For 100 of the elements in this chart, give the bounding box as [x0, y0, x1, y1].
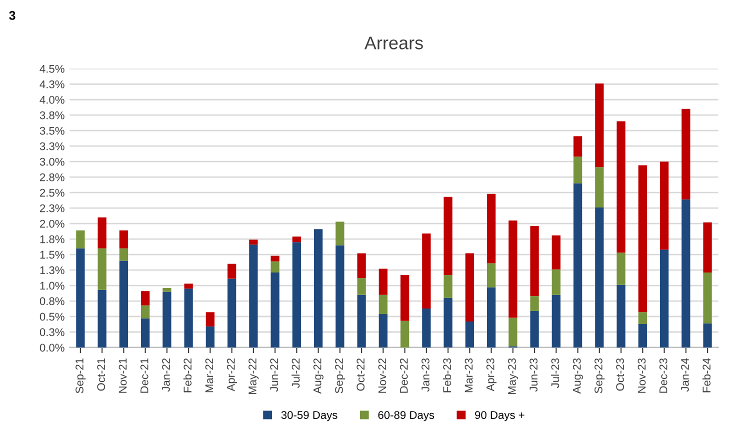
x-tick-label: May-23 [508, 358, 518, 394]
bar [270, 261, 280, 273]
x-tick-label: Oct-21 [97, 358, 106, 391]
bar [357, 278, 366, 295]
bar [184, 288, 193, 348]
x-tick-label: Feb-24 [702, 358, 711, 392]
bar [98, 217, 106, 248]
bar [595, 207, 604, 348]
x-tick-label: Dec-22 [400, 358, 408, 393]
legend-label: 30-59 Days [281, 411, 338, 422]
bar [703, 222, 712, 273]
bar [444, 298, 452, 348]
bar [660, 162, 669, 250]
bar [444, 274, 452, 298]
bar [422, 308, 431, 348]
bar [140, 318, 150, 348]
bar [76, 248, 85, 348]
x-tick-label: Jun-22 [270, 358, 278, 392]
bar [206, 326, 215, 348]
y-tick-label: 3.5% [40, 126, 64, 135]
x-tick-label: Jan-23 [422, 358, 430, 392]
bar [530, 310, 539, 348]
bar [378, 294, 388, 314]
bar [595, 167, 604, 208]
x-tick-label: May-22 [248, 358, 259, 394]
bar [486, 287, 496, 348]
bar [530, 296, 539, 311]
legend-label: 60-89 Days [378, 411, 434, 422]
y-tick-label: 2.5% [40, 188, 64, 197]
bar [508, 220, 518, 318]
x-tick-label: Mar-23 [464, 358, 473, 392]
x-tick-label: Jun-23 [530, 358, 538, 392]
bar [400, 274, 410, 321]
bar [357, 253, 366, 278]
bar [378, 314, 388, 348]
y-tick-label: 1.8% [40, 235, 64, 244]
bar [660, 250, 669, 348]
bar [270, 256, 280, 262]
y-tick-label: 0.3% [40, 328, 64, 336]
bar [682, 199, 690, 348]
bar [119, 230, 128, 248]
bar [336, 245, 344, 348]
bar [465, 321, 474, 348]
bar [486, 194, 496, 264]
x-tick-label: Oct-23 [616, 358, 624, 391]
y-tick-label: 4.3% [40, 80, 64, 88]
bar [314, 229, 323, 348]
y-tick-label: 1.3% [40, 266, 64, 274]
bar [616, 252, 626, 285]
bar [119, 248, 128, 261]
y-tick-label: 0.0% [40, 344, 64, 352]
bar [703, 272, 712, 324]
y-tick-label: 0.8% [40, 297, 64, 306]
bar [638, 312, 647, 324]
bar [573, 183, 582, 348]
x-tick-label: Jan-24 [681, 358, 689, 392]
bar [98, 290, 106, 348]
x-tick-label: Sep-23 [594, 358, 605, 394]
bar [162, 292, 172, 348]
bar [616, 121, 626, 253]
bar [162, 288, 172, 292]
bar [400, 320, 410, 348]
x-tick-label: Apr-22 [226, 358, 237, 392]
bar [573, 136, 582, 157]
x-tick-label: Nov-22 [378, 358, 386, 393]
x-tick-label: Nov-23 [638, 358, 646, 393]
bar [552, 294, 560, 348]
bar [119, 260, 128, 348]
x-tick-label: Mar-22 [205, 358, 214, 392]
x-tick-label: Jul-23 [550, 358, 560, 388]
x-tick-label: Sep-22 [335, 358, 346, 394]
x-tick-label: Jan-22 [162, 358, 170, 392]
x-tick-label: Oct-22 [356, 358, 365, 391]
bar [508, 318, 518, 346]
bar [140, 305, 150, 318]
bar [227, 278, 236, 348]
y-tick-label: 3.0% [40, 158, 64, 166]
bar [227, 264, 236, 279]
chart-title: Arrears [364, 36, 423, 50]
bar [486, 263, 496, 288]
x-tick-label: Nov-21 [118, 358, 127, 393]
bar [530, 226, 539, 296]
bar [638, 324, 647, 348]
y-tick-label: 3.8% [40, 111, 64, 120]
bar [552, 269, 560, 295]
legend-label: 90 Days + [475, 411, 524, 422]
y-tick-label: 3.3% [40, 142, 64, 150]
x-tick-label: Feb-22 [183, 358, 192, 392]
y-tick-label: 2.3% [40, 204, 64, 212]
y-tick-label: 4.5% [40, 64, 64, 73]
x-tick-label: Dec-23 [659, 358, 668, 393]
x-tick-label: Aug-22 [313, 358, 324, 394]
bar [638, 165, 647, 312]
y-tick-label: 2.8% [40, 173, 64, 182]
bar [76, 230, 85, 248]
y-tick-label: 2.0% [40, 220, 64, 228]
bar [703, 323, 712, 348]
x-tick-label: Dec-21 [140, 358, 148, 393]
bar [682, 108, 690, 200]
x-tick-label: Jul-22 [292, 358, 300, 388]
